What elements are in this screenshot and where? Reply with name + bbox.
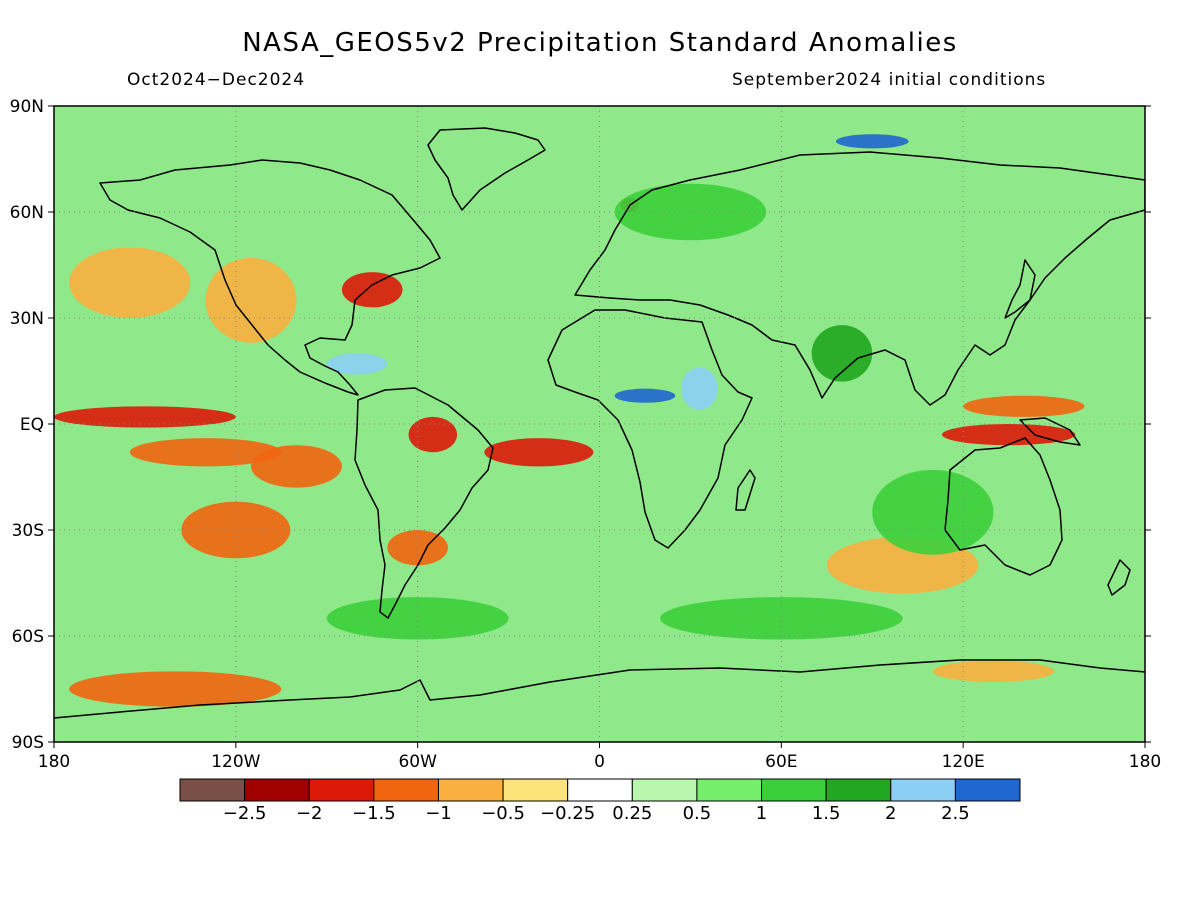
lon-tick-label: 180 — [1129, 752, 1161, 772]
colorbar: −2.5 −2 −1.5 −1 −0.5 −0.25 0.25 0.5 1 1.5 2 2.5 — [179, 778, 1021, 824]
colorbar-label: −2.5 — [223, 803, 267, 824]
colorbar-swatch — [890, 778, 956, 802]
anomaly-region — [326, 353, 388, 375]
anomaly-region — [54, 406, 236, 428]
colorbar-swatch — [437, 778, 504, 802]
coastline-new-zealand — [1107, 559, 1131, 596]
coastline-new-guinea — [1019, 417, 1081, 446]
coastline-north-america — [99, 159, 441, 396]
colorbar-swatch — [502, 778, 569, 802]
colorbar-swatch — [244, 778, 310, 802]
anomaly-region — [129, 438, 282, 467]
colorbar-swatch — [179, 778, 246, 802]
coastline-japan — [1004, 259, 1036, 319]
initial-conditions-label: September2024 initial conditions — [732, 70, 1047, 90]
lat-tick-label: 30S — [12, 521, 44, 541]
anomaly-region — [811, 325, 873, 382]
anomaly-region — [963, 395, 1085, 417]
lat-tick-label: 60N — [10, 203, 44, 223]
coastline-antarctica — [54, 659, 1145, 719]
lon-tick-label: 0 — [594, 752, 605, 772]
anomaly-region — [484, 438, 594, 467]
coastline-madagascar — [735, 469, 756, 511]
anomaly-region — [660, 597, 903, 640]
anomaly-region — [872, 469, 994, 555]
colorbar-swatch — [373, 778, 439, 802]
colorbar-label: 1.5 — [812, 803, 841, 824]
coastlines — [54, 127, 1145, 719]
colorbar-label: −1.5 — [352, 803, 396, 824]
colorbar-label: −0.25 — [540, 803, 595, 824]
anomaly-region — [205, 257, 297, 343]
colorbar-swatch — [696, 778, 763, 802]
coastline-australia — [944, 437, 1063, 576]
lon-tick-label: 60E — [765, 752, 797, 772]
graticule — [54, 106, 1145, 742]
anomaly-region — [408, 416, 458, 453]
anomaly-region — [614, 388, 676, 403]
coastline-greenland — [427, 127, 546, 211]
anomaly-region — [69, 247, 191, 318]
colorbar-swatch — [308, 778, 375, 802]
colorbar-swatch — [761, 778, 827, 802]
colorbar-swatch — [954, 778, 1021, 802]
coastline-eurasia — [574, 151, 1145, 406]
lon-tick-label: 60W — [398, 752, 437, 772]
colorbar-label: 0.5 — [683, 803, 712, 824]
anomaly-region — [835, 134, 909, 149]
colorbar-label: 1 — [756, 803, 767, 824]
coastline-south-america — [354, 387, 494, 619]
anomaly-region — [932, 660, 1055, 682]
anomaly-region — [250, 445, 342, 488]
anomaly-region — [614, 183, 767, 241]
colorbar-swatch — [631, 778, 698, 802]
colorbar-swatch — [825, 778, 892, 802]
lon-tick-label: 120E — [942, 752, 985, 772]
lon-tick-label: 180 — [38, 752, 70, 772]
anomaly-region — [387, 530, 448, 566]
lon-tick-label: 120W — [211, 752, 260, 772]
anomaly-region — [326, 597, 509, 640]
anomaly-region — [941, 424, 1076, 446]
colorbar-label: −1 — [425, 803, 452, 824]
anomaly-region — [341, 272, 403, 308]
anomaly-region — [681, 367, 718, 410]
lat-tick-label: 30N — [10, 309, 44, 329]
map-title: NASA_GEOS5v2 Precipitation Standard Anom… — [242, 28, 958, 58]
colorbar-swatch — [567, 778, 633, 802]
axis-ticks — [48, 105, 1151, 748]
colorbar-label: 2 — [885, 803, 896, 824]
lat-tick-label: 60S — [12, 627, 44, 647]
forecast-period: Oct2024−Dec2024 — [127, 70, 306, 90]
lat-tick-label: 90N — [10, 97, 44, 117]
colorbar-label: −0.5 — [481, 803, 525, 824]
anomaly-field — [54, 134, 1085, 707]
coastline-africa — [547, 309, 753, 549]
colorbar-label: 2.5 — [941, 803, 970, 824]
anomaly-region — [181, 501, 291, 559]
anomaly-region — [69, 671, 282, 707]
colorbar-label: −2 — [296, 803, 323, 824]
lat-tick-label: 90S — [12, 733, 44, 753]
lat-tick-label: EQ — [20, 415, 44, 435]
colorbar-label: 0.25 — [612, 803, 652, 824]
